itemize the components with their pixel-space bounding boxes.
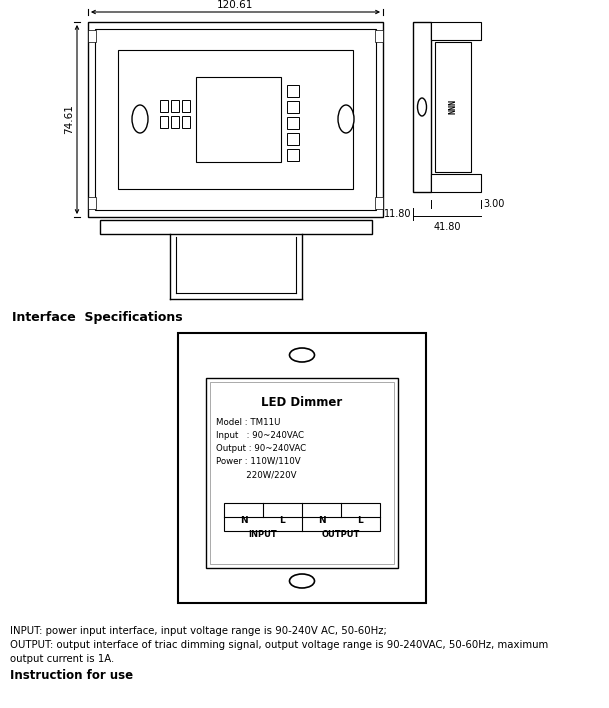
Bar: [224, 503, 380, 531]
Text: 3.00: 3.00: [483, 199, 504, 209]
Text: L: L: [357, 516, 364, 525]
Text: N: N: [318, 516, 325, 525]
Ellipse shape: [289, 348, 314, 362]
Bar: [206, 378, 398, 568]
Bar: [88, 197, 96, 209]
Text: 74.61: 74.61: [64, 105, 74, 135]
Text: Instruction for use: Instruction for use: [10, 669, 133, 682]
Bar: [171, 116, 179, 128]
Bar: [210, 382, 394, 564]
Bar: [88, 30, 96, 42]
Text: 11.80: 11.80: [384, 209, 411, 219]
Bar: [100, 220, 372, 234]
Text: N: N: [240, 516, 247, 525]
Bar: [287, 149, 299, 161]
Bar: [413, 22, 431, 192]
Text: Input   : 90~240VAC: Input : 90~240VAC: [216, 431, 304, 440]
Bar: [118, 50, 353, 189]
Text: L: L: [280, 516, 286, 525]
Bar: [160, 100, 168, 112]
Bar: [171, 100, 179, 112]
Text: 220W/220V: 220W/220V: [216, 470, 297, 479]
Text: INPUT: power input interface, input voltage range is 90-240V AC, 50-60Hz;: INPUT: power input interface, input volt…: [10, 626, 387, 636]
Bar: [435, 42, 471, 172]
Bar: [287, 117, 299, 129]
Bar: [88, 22, 383, 217]
Text: OUTPUT: output interface of triac dimming signal, output voltage range is 90-240: OUTPUT: output interface of triac dimmin…: [10, 640, 548, 650]
Text: output current is 1A.: output current is 1A.: [10, 654, 114, 664]
Ellipse shape: [418, 98, 426, 116]
Text: Interface  Specifications: Interface Specifications: [12, 312, 183, 324]
Bar: [287, 133, 299, 145]
Bar: [375, 197, 383, 209]
Text: LED Dimmer: LED Dimmer: [261, 396, 343, 409]
Text: OUTPUT: OUTPUT: [322, 530, 360, 539]
Ellipse shape: [289, 574, 314, 588]
Bar: [431, 22, 481, 40]
Text: INPUT: INPUT: [248, 530, 277, 539]
Bar: [182, 100, 190, 112]
Bar: [182, 116, 190, 128]
Bar: [375, 30, 383, 42]
Bar: [287, 101, 299, 113]
Text: Output : 90~240VAC: Output : 90~240VAC: [216, 444, 306, 453]
Ellipse shape: [338, 105, 354, 133]
Bar: [160, 116, 168, 128]
Bar: [287, 85, 299, 97]
Text: Power : 110W/110V: Power : 110W/110V: [216, 457, 301, 466]
Text: NNN: NNN: [448, 100, 457, 115]
Bar: [196, 77, 281, 162]
Bar: [178, 333, 426, 603]
Text: 41.80: 41.80: [433, 222, 461, 232]
Text: 120.61: 120.61: [217, 0, 254, 10]
Ellipse shape: [132, 105, 148, 133]
Bar: [431, 174, 481, 192]
Bar: [95, 29, 376, 210]
Text: Model : TM11U: Model : TM11U: [216, 418, 281, 427]
